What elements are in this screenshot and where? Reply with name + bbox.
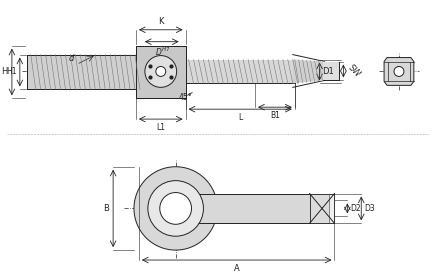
Text: L: L [238, 113, 242, 122]
Text: L1: L1 [156, 123, 165, 132]
Text: $D^{H7}$: $D^{H7}$ [155, 46, 170, 58]
Text: D3: D3 [364, 204, 375, 213]
Text: A: A [234, 264, 239, 273]
Text: d: d [69, 54, 75, 62]
Text: D1: D1 [323, 67, 334, 76]
Text: SW: SW [346, 63, 362, 79]
Polygon shape [186, 60, 295, 83]
Text: B1: B1 [270, 111, 280, 120]
Text: D2: D2 [351, 204, 361, 213]
Circle shape [156, 67, 166, 76]
Text: H: H [2, 67, 8, 76]
Polygon shape [323, 62, 339, 80]
Polygon shape [384, 57, 414, 85]
Circle shape [160, 192, 191, 224]
Polygon shape [27, 54, 139, 89]
Polygon shape [293, 60, 324, 83]
Circle shape [148, 181, 204, 236]
Polygon shape [136, 46, 186, 98]
Text: 45°: 45° [179, 93, 192, 102]
Text: K: K [158, 17, 164, 26]
Circle shape [134, 167, 217, 250]
Text: H1: H1 [7, 67, 17, 76]
Circle shape [145, 56, 177, 87]
Polygon shape [310, 194, 334, 223]
Text: B: B [103, 204, 109, 213]
Circle shape [394, 67, 404, 76]
Polygon shape [181, 194, 330, 223]
